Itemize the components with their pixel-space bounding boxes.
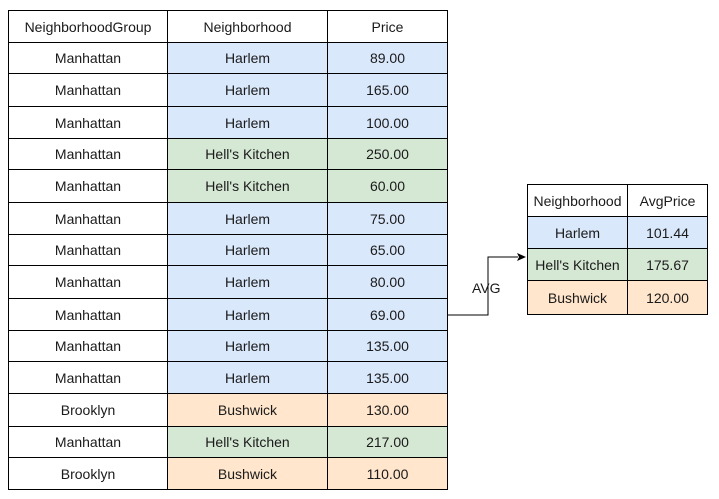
cell-price: 60.00 xyxy=(327,169,448,203)
cell-neighborhood: Bushwick xyxy=(167,457,328,490)
cell-neighborhood: Hell's Kitchen xyxy=(167,169,328,203)
result-cell-neighborhood: Harlem xyxy=(527,216,628,249)
cell-neighborhood: Harlem xyxy=(167,361,328,394)
header-price: Price xyxy=(327,10,448,43)
cell-neighborhood-group: Manhattan xyxy=(8,138,168,170)
avg-arrowhead-icon xyxy=(517,253,526,261)
cell-price: 165.00 xyxy=(327,73,448,107)
result-header-avgprice: AvgPrice xyxy=(627,184,708,217)
cell-neighborhood: Hell's Kitchen xyxy=(167,426,328,458)
cell-price: 110.00 xyxy=(327,457,448,490)
cell-neighborhood: Hell's Kitchen xyxy=(167,138,328,170)
cell-neighborhood-group: Manhattan xyxy=(8,361,168,394)
cell-neighborhood-group: Manhattan xyxy=(8,73,168,107)
cell-neighborhood-group: Manhattan xyxy=(8,330,168,362)
avg-label: AVG xyxy=(472,280,501,296)
result-header-neighborhood: Neighborhood xyxy=(527,184,628,217)
cell-price: 250.00 xyxy=(327,138,448,170)
cell-price: 135.00 xyxy=(327,361,448,394)
avg-connector-line xyxy=(448,256,518,316)
result-cell-neighborhood: Bushwick xyxy=(527,280,628,315)
result-cell-avgprice: 101.44 xyxy=(627,216,708,249)
cell-neighborhood: Harlem xyxy=(167,265,328,299)
cell-neighborhood-group: Manhattan xyxy=(8,106,168,139)
cell-neighborhood: Harlem xyxy=(167,298,328,331)
cell-price: 100.00 xyxy=(327,106,448,139)
cell-neighborhood-group: Manhattan xyxy=(8,426,168,458)
cell-neighborhood-group: Manhattan xyxy=(8,234,168,266)
cell-price: 89.00 xyxy=(327,42,448,74)
cell-price: 75.00 xyxy=(327,202,448,235)
result-cell-avgprice: 120.00 xyxy=(627,280,708,315)
cell-price: 130.00 xyxy=(327,393,448,427)
cell-neighborhood-group: Brooklyn xyxy=(8,457,168,490)
result-cell-avgprice: 175.67 xyxy=(627,248,708,281)
result-cell-neighborhood: Hell's Kitchen xyxy=(527,248,628,281)
cell-neighborhood: Harlem xyxy=(167,202,328,235)
header-neighborhood-group: NeighborhoodGroup xyxy=(8,10,168,43)
cell-neighborhood: Harlem xyxy=(167,42,328,74)
cell-neighborhood: Harlem xyxy=(167,234,328,266)
cell-neighborhood-group: Manhattan xyxy=(8,169,168,203)
